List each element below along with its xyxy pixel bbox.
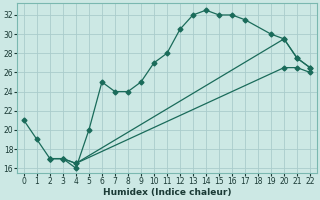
X-axis label: Humidex (Indice chaleur): Humidex (Indice chaleur)	[103, 188, 231, 197]
